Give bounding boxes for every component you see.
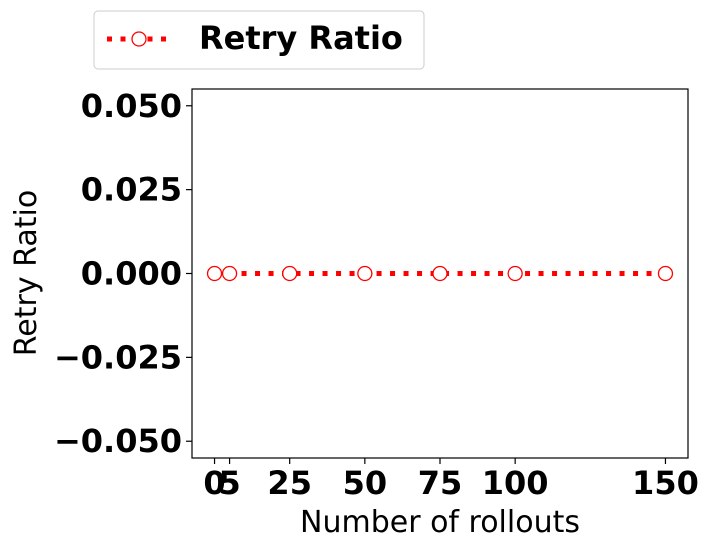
- x-tick-label: 5: [218, 464, 240, 502]
- series-retry-ratio: [206, 265, 674, 282]
- y-axis-label: Retry Ratio: [9, 190, 44, 356]
- y-tick-label: 0.050: [81, 87, 182, 125]
- data-point: [357, 265, 373, 282]
- data-point: [221, 265, 238, 282]
- data-point: [282, 265, 298, 282]
- y-axis: −0.050 −0.025 0.000 0.025 0.050: [54, 87, 192, 460]
- legend: Retry Ratio: [93, 10, 425, 70]
- legend-marker-sample: [131, 31, 147, 47]
- x-tick-label: 150: [632, 464, 699, 502]
- y-tick-label: 0.000: [81, 255, 182, 293]
- x-tick-label: 100: [482, 464, 549, 502]
- y-tick-label: −0.025: [54, 338, 182, 376]
- data-point: [206, 265, 223, 282]
- data-point: [432, 265, 448, 282]
- legend-label: Retry Ratio: [199, 19, 403, 57]
- x-axis-label: Number of rollouts: [300, 505, 580, 540]
- data-point: [507, 265, 523, 282]
- y-tick-label: −0.050: [54, 422, 182, 460]
- x-tick-label: 25: [267, 464, 312, 502]
- x-axis: 05 25 50 75 100 150: [203, 458, 699, 502]
- x-tick-label: 0: [203, 464, 225, 502]
- x-tick-label: 50: [343, 464, 388, 502]
- legend-frame: [93, 10, 425, 70]
- y-tick-label: 0.025: [81, 171, 182, 209]
- x-tick-label: 75: [418, 464, 463, 502]
- data-point: [657, 265, 674, 282]
